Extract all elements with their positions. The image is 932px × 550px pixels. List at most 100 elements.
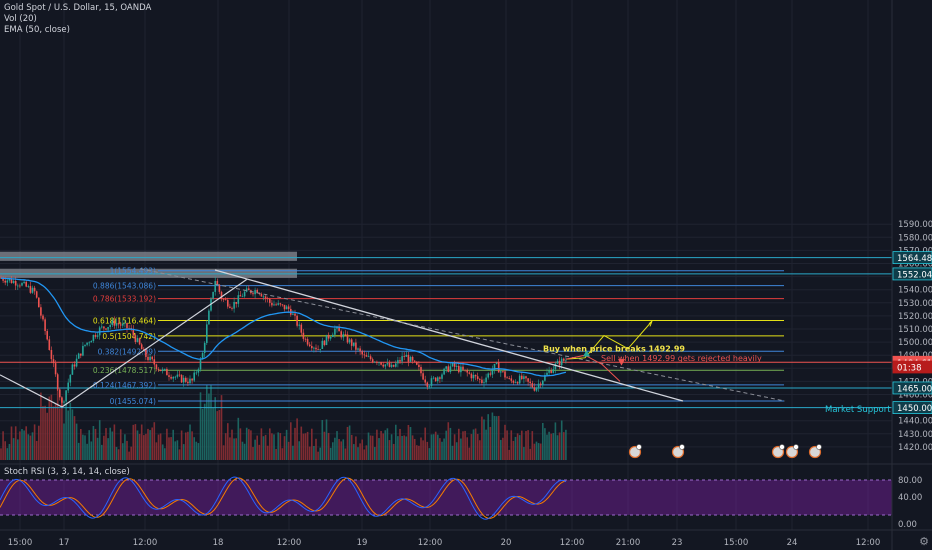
volume-bars	[0, 385, 567, 460]
candle-body	[208, 310, 210, 325]
candle-body	[403, 356, 405, 357]
candle-body	[132, 329, 135, 336]
time-axis[interactable]: 15:00 17 12:00 18 12:00 19 12:00 20 12:00 21:00 23…	[0, 529, 932, 548]
volume-legend[interactable]: Vol (20)	[4, 14, 37, 24]
candle-body	[426, 382, 429, 387]
price-label-box	[892, 251, 932, 265]
volume-bar	[233, 438, 235, 460]
volume-bar	[103, 435, 105, 460]
volume-bar	[285, 429, 288, 460]
candle-body	[94, 334, 97, 337]
volume-bar	[149, 430, 151, 460]
volume-bar	[407, 425, 410, 460]
candle-body	[470, 373, 473, 379]
candle-body	[227, 300, 229, 307]
volume-bar	[550, 433, 552, 460]
volume-bar	[428, 448, 431, 460]
price-axis[interactable]: 1590.001580.001570.001560.001550.001540.…	[891, 0, 932, 550]
candle-body	[407, 354, 410, 362]
candle-body	[451, 362, 454, 367]
price-tick-label: 1440.00	[898, 417, 932, 427]
candle-body	[4, 280, 6, 283]
volume-bar	[470, 434, 473, 460]
candle-body	[50, 350, 53, 360]
candle-body	[518, 375, 521, 384]
candle-body	[149, 356, 151, 361]
candle-body	[23, 281, 25, 284]
volume-bar	[504, 424, 506, 460]
volume-bar	[19, 431, 21, 460]
volume-bar	[489, 426, 492, 460]
price-tick-label: 1500.00	[898, 338, 932, 348]
volume-bar	[472, 429, 475, 460]
volume-bar	[46, 412, 48, 460]
volume-bar	[170, 437, 172, 460]
candle-body	[63, 401, 65, 403]
ema-line	[0, 277, 567, 377]
volume-bar	[552, 433, 555, 460]
volume-bar	[308, 446, 311, 460]
volume-bar	[199, 392, 202, 460]
candle-body	[401, 356, 403, 362]
volume-bar	[77, 442, 80, 460]
volume-bar	[367, 432, 370, 460]
volume-bar	[195, 441, 198, 460]
volume-bar	[0, 448, 2, 460]
symbol-title[interactable]: Gold Spot / U.S. Dollar, 15, OANDA	[4, 3, 152, 13]
price-label: 1450.000	[897, 404, 932, 414]
candle-body	[222, 298, 225, 300]
candle-body	[218, 284, 221, 292]
volume-bar	[525, 431, 527, 460]
candle-body	[313, 347, 315, 349]
time-tick-label: 21:00	[616, 538, 641, 548]
ema-legend[interactable]: EMA (50, close)	[4, 25, 70, 35]
candle-body	[140, 344, 143, 350]
volume-bar	[460, 438, 462, 460]
volume-bar	[159, 433, 162, 460]
volume-bar	[447, 422, 450, 460]
candle-body	[542, 380, 544, 386]
price-tick-label: 1580.00	[898, 233, 932, 243]
volume-bar	[500, 439, 502, 460]
volume-bar	[227, 423, 229, 460]
volume-bar	[390, 434, 393, 460]
candle-body	[353, 342, 355, 346]
volume-bar	[23, 430, 25, 460]
volume-bar	[491, 412, 494, 460]
event-icons[interactable]	[628, 444, 822, 459]
candle-body	[342, 334, 345, 338]
volume-bar	[439, 438, 441, 460]
trend-drawings[interactable]	[0, 268, 786, 408]
volume-bar	[2, 431, 4, 460]
volume-bar	[90, 441, 93, 460]
candle-body	[256, 290, 258, 294]
stoch-rsi-pane[interactable]: 80.00 40.00 0.00	[0, 463, 932, 530]
volume-bar	[222, 445, 225, 460]
volume-bar	[126, 440, 128, 460]
candle-body	[273, 304, 275, 306]
candle-body	[105, 328, 107, 330]
candle-body	[344, 334, 347, 336]
time-tick-label: 20	[501, 538, 512, 548]
stoch-rsi-legend[interactable]: Stoch RSI (3, 3, 14, 14, close)	[4, 467, 130, 477]
volume-bar	[124, 434, 126, 460]
candle-body	[386, 363, 389, 365]
volume-bar	[468, 447, 471, 460]
volume-bar	[334, 437, 336, 460]
candle-body	[145, 349, 147, 357]
volume-bar	[185, 432, 187, 460]
candle-body	[296, 315, 298, 326]
candle-body	[327, 334, 330, 339]
candle-body	[350, 339, 353, 346]
volume-bar	[462, 431, 464, 460]
volume-bar	[294, 427, 296, 460]
volume-bar	[40, 392, 42, 460]
volume-bar	[210, 385, 212, 460]
volume-bar	[361, 439, 363, 460]
volume-bar	[172, 429, 174, 460]
gear-icon[interactable]: ⚙	[919, 535, 929, 548]
volume-bar	[546, 434, 548, 460]
fib-level-label: 1(1554.493)	[110, 267, 156, 276]
fibonacci-retracement[interactable]: 1(1554.493) 0.886(1543.086) 0.786(1533.192…	[93, 267, 784, 406]
